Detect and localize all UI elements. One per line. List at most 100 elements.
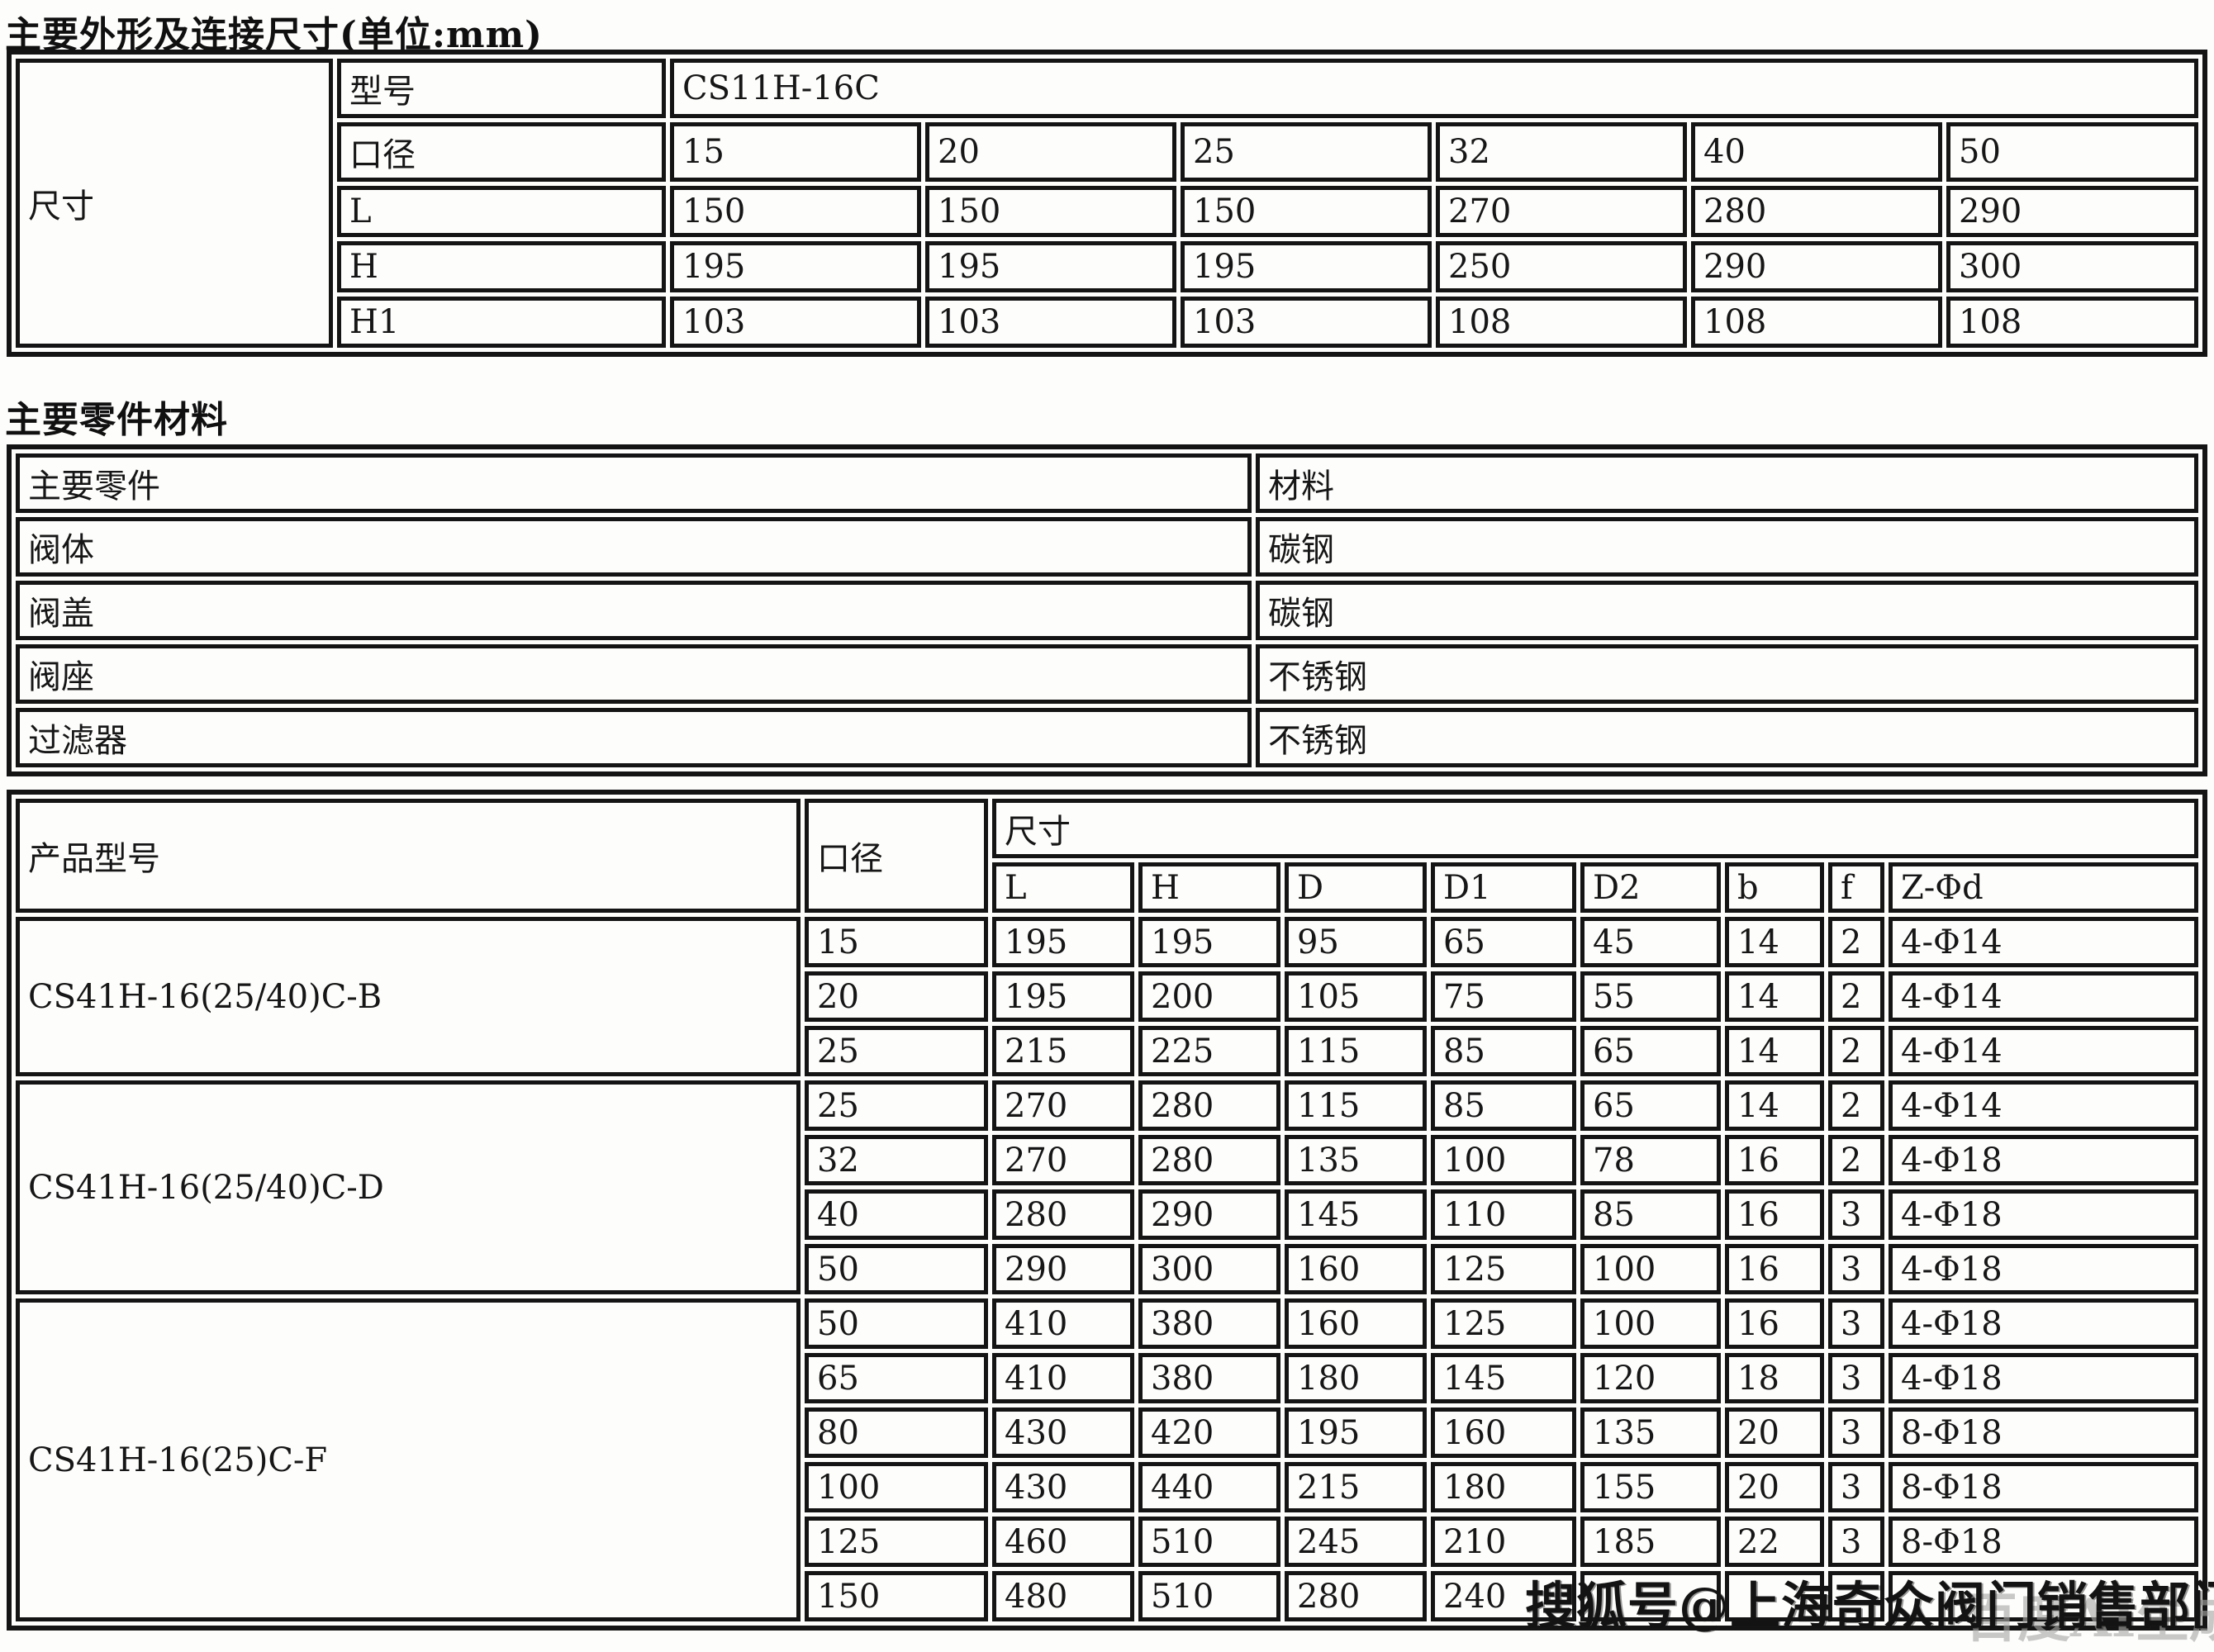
table-row: 主要零件 材料 [16,453,2198,513]
value-cell: 55 [1580,971,1721,1022]
table-row: 125 460 510 245 210 185 22 3 8-Φ18 [16,1517,2198,1567]
value-cell: 75 [1431,971,1576,1022]
value-cell [1725,1571,1824,1621]
diameter-cell: 65 [805,1353,988,1403]
value-cell: 4-Φ14 [1889,917,2198,967]
part-name-cell: 阀座 [16,644,1252,704]
value-cell: 195 [992,971,1134,1022]
model-cell: CS41H-16(25/40)C-B [16,917,801,1076]
value-cell: 510 [1138,1571,1280,1621]
table-row: 32 270 280 135 100 78 16 2 4-Φ18 [16,1135,2198,1185]
model-value-cell: CS11H-16C [670,59,2198,118]
value-cell: 195 [925,241,1176,292]
diameter-cell: 50 [805,1244,988,1294]
row-label-cell: H [337,241,666,292]
value-cell: 18 [1725,1353,1824,1403]
value-cell: 20 [1725,1462,1824,1512]
value-cell: 125 [1431,1244,1576,1294]
value-cell: 160 [1431,1408,1576,1458]
value-cell: 2 [1828,971,1884,1022]
value-cell: 430 [992,1408,1134,1458]
value-cell: 3 [1828,1408,1884,1458]
value-cell: 32 [1436,122,1687,182]
value-cell: 150 [925,186,1176,237]
diameter-cell: 25 [805,1026,988,1076]
row-label-cell: 口径 [337,122,666,182]
material-cell: 碳钢 [1256,517,2198,577]
value-cell: 290 [1138,1189,1280,1240]
diameter-cell: 20 [805,971,988,1022]
value-cell: 270 [992,1080,1134,1131]
table-row: 口径 15 20 25 32 40 50 [16,122,2198,182]
value-cell: 195 [1181,241,1432,292]
value-cell: 108 [1691,297,1942,348]
part-name-cell: 过滤器 [16,708,1252,767]
value-cell: 460 [992,1517,1134,1567]
models-table-body: 产品型号 口径 尺寸 L H D D1 D2 b f Z-Φd CS41H-16(25/40)… [16,799,2198,1621]
value-cell: 195 [1138,917,1280,967]
material-cell: 不锈钢 [1256,644,2198,704]
table-row: CS41H-16(25)C-F 50 410 380 160 125 100 16 3 4-Φ18 [16,1298,2198,1621]
value-cell: 4-Φ14 [1889,1026,2198,1076]
diameter-cell: 15 [805,917,988,967]
value-cell: 2 [1828,1080,1884,1131]
column-header-cell: D [1285,862,1427,913]
value-cell: 300 [1946,241,2198,292]
value-cell [1828,1571,1884,1621]
value-cell: 108 [1436,297,1687,348]
value-cell: 45 [1580,917,1721,967]
value-cell: 85 [1431,1080,1576,1131]
table-row: L H D D1 D2 b f Z-Φd [16,862,2198,913]
table-row: 40 280 290 145 110 85 16 3 4-Φ18 [16,1189,2198,1240]
value-cell: 440 [1138,1462,1280,1512]
value-cell: 100 [1580,1244,1721,1294]
column-header-cell: L [992,862,1134,913]
row-label-cell: H1 [337,297,666,348]
table-row: 25 215 225 115 85 65 14 2 4-Φ14 [16,1026,2198,1076]
value-cell: 4-Φ18 [1889,1298,2198,1349]
value-cell: 85 [1580,1189,1721,1240]
value-cell: 65 [1431,917,1576,967]
value-cell: 100 [1431,1135,1576,1185]
diameter-cell: 25 [805,1080,988,1131]
value-cell: 240 [1431,1571,1576,1621]
value-cell: 16 [1725,1135,1824,1185]
column-header-cell: 产品型号 [16,799,801,913]
table-row: 150 480 510 280 240 [16,1571,2198,1621]
table-row: CS41H-16(25/40)C-D 25 270 280 115 85 65 14 2 4-Φ1… [16,1080,2198,1294]
value-cell: 95 [1285,917,1427,967]
column-header-cell: 主要零件 [16,453,1252,513]
value-cell: 25 [1181,122,1432,182]
diameter-cell: 50 [805,1298,988,1349]
value-cell: 16 [1725,1189,1824,1240]
column-header-cell: 口径 [805,799,988,913]
value-cell: 103 [925,297,1176,348]
value-cell: 195 [1285,1408,1427,1458]
table-row: 阀体 碳钢 [16,517,2198,577]
value-cell: 100 [1580,1298,1721,1349]
value-cell: 16 [1725,1298,1824,1349]
value-cell: 245 [1285,1517,1427,1567]
value-cell: 280 [1285,1571,1427,1621]
value-cell: 215 [992,1026,1134,1076]
value-cell: 280 [1691,186,1942,237]
column-header-cell: H [1138,862,1280,913]
value-cell: 22 [1725,1517,1824,1567]
table-row: CS41H-16(25/40)C-B 15 195 195 95 65 45 14 2 4-Φ14 [16,917,2198,1076]
value-cell: 40 [1691,122,1942,182]
value-cell: 380 [1138,1298,1280,1349]
value-cell: 8-Φ18 [1889,1408,2198,1458]
value-cell: 300 [1138,1244,1280,1294]
value-cell: 115 [1285,1080,1427,1131]
part-name-cell: 阀体 [16,517,1252,577]
table-row: 65 410 380 180 145 120 18 3 4-Φ18 [16,1353,2198,1403]
diameter-cell: 40 [805,1189,988,1240]
table-row: H 195 195 195 250 290 300 [16,241,2198,292]
value-cell: 4-Φ18 [1889,1135,2198,1185]
value-cell: 20 [925,122,1176,182]
value-cell: 125 [1431,1298,1576,1349]
column-header-cell: b [1725,862,1824,913]
value-cell: 270 [1436,186,1687,237]
value-cell: 280 [1138,1080,1280,1131]
value-cell: 195 [992,917,1134,967]
